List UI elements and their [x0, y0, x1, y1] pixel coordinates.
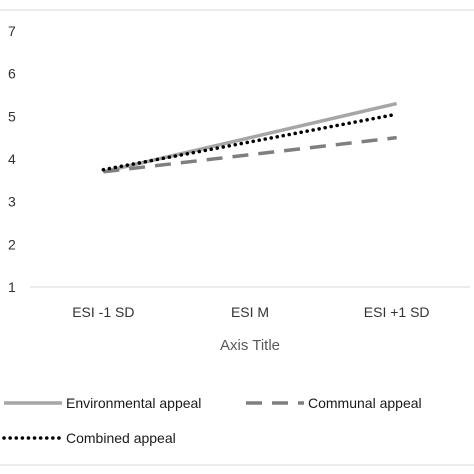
y-tick-label: 2 [8, 236, 16, 252]
y-tick-label: 4 [8, 151, 16, 167]
legend-label-combined-appeal: Combined appeal [66, 430, 176, 446]
x-axis-title: Axis Title [220, 337, 280, 354]
series-lines [101, 101, 399, 174]
x-tick-label: ESI M [231, 304, 269, 320]
legend-label-communal-appeal: Communal appeal [308, 395, 422, 411]
series-line-environmental-appeal [102, 101, 398, 174]
series-line-combined-appeal [101, 112, 399, 172]
y-tick-label: 3 [8, 194, 16, 210]
x-axis-tick-labels: ESI -1 SD ESI M ESI +1 SD [72, 304, 429, 320]
legend: Environmental appeal Communal appeal Combi… [2, 395, 422, 446]
series-line-communal-appeal [103, 135, 397, 174]
y-tick-label: 7 [8, 23, 16, 39]
y-tick-label: 5 [8, 108, 16, 124]
y-tick-label: 1 [8, 279, 16, 295]
legend-label-environmental-appeal: Environmental appeal [66, 395, 201, 411]
y-axis-tick-labels: 1 2 3 4 5 6 7 [8, 23, 16, 295]
y-tick-label: 6 [8, 66, 16, 82]
x-tick-label: ESI -1 SD [72, 304, 134, 320]
x-tick-label: ESI +1 SD [364, 304, 430, 320]
